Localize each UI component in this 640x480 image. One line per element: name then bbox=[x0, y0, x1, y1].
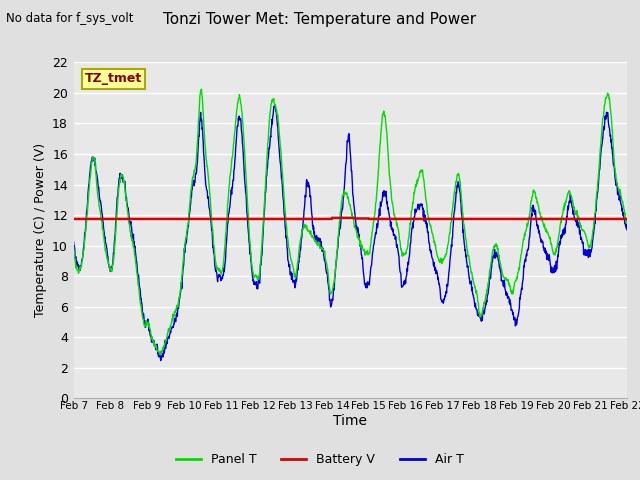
Text: No data for f_sys_volt: No data for f_sys_volt bbox=[6, 12, 134, 25]
X-axis label: Time: Time bbox=[333, 414, 367, 428]
Legend: Panel T, Battery V, Air T: Panel T, Battery V, Air T bbox=[171, 448, 469, 471]
Text: Tonzi Tower Met: Temperature and Power: Tonzi Tower Met: Temperature and Power bbox=[163, 12, 477, 27]
Y-axis label: Temperature (C) / Power (V): Temperature (C) / Power (V) bbox=[34, 144, 47, 317]
Text: TZ_tmet: TZ_tmet bbox=[84, 72, 142, 85]
